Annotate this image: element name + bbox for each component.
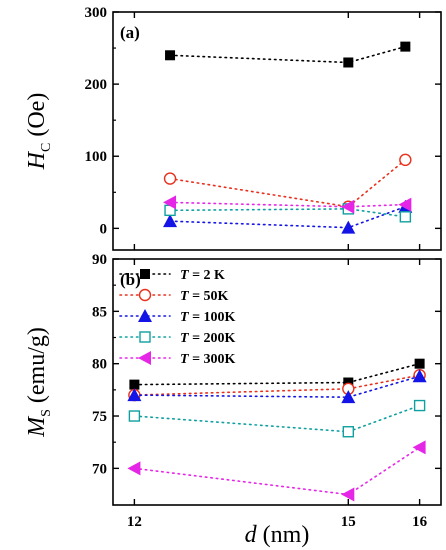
series-line [169, 45, 407, 64]
data-point [163, 195, 177, 210]
panel-label: (a) [120, 23, 140, 42]
data-point [341, 487, 355, 502]
legend-marker [138, 309, 152, 322]
data-point [343, 377, 354, 388]
panel-a: 0 100 200 300 (a) HC (Oe) [24, 5, 442, 251]
series-line [169, 208, 407, 218]
series-line [133, 362, 421, 386]
y-axis-label: MS (emu/g) [24, 327, 54, 438]
data-point [163, 172, 177, 185]
plot-frame [112, 11, 442, 251]
legend-marker [140, 269, 150, 279]
series-line [133, 404, 421, 433]
y-axis-label: HC (Oe) [24, 93, 54, 171]
legend-marker [138, 288, 152, 302]
series-line [169, 159, 407, 208]
legend-marker [139, 331, 151, 343]
data-point [399, 153, 412, 167]
y-tick-label: 70 [92, 461, 107, 477]
legend-entry: T = 100K [180, 310, 236, 325]
y-tick-label: 300 [85, 5, 108, 21]
plot-frame [112, 258, 442, 506]
legend-entry: T = 2 K [180, 268, 225, 283]
legend-entry: T = 200K [180, 331, 236, 346]
data-point [412, 440, 426, 455]
x-tick-label: 12 [127, 514, 142, 530]
data-point [341, 220, 356, 234]
data-point [128, 410, 141, 422]
y-tick-label: 90 [92, 252, 107, 268]
data-point [127, 388, 142, 402]
data-point [412, 369, 427, 383]
y-tick-label: 85 [92, 304, 107, 320]
series-line [133, 375, 421, 398]
panel-b: 70 75 80 85 90 12 15 16 (b) MS (emu/g) d (nm) T = 2… [24, 252, 442, 548]
series-line [133, 446, 421, 496]
x-tick-label: 15 [341, 514, 356, 530]
x-axis-label: d (nm) [245, 522, 310, 548]
data-point [129, 379, 140, 390]
data-point [341, 390, 356, 404]
y-tick-label: 75 [92, 409, 107, 425]
legend-entry: T = 50K [180, 289, 229, 304]
y-tick-label: 80 [92, 357, 107, 373]
legend-marker [138, 351, 151, 365]
data-point [398, 197, 412, 212]
legend-entry: T = 300K [180, 352, 236, 367]
data-point [165, 50, 176, 61]
series-line [169, 201, 407, 208]
series-line [169, 205, 407, 229]
data-point [127, 461, 141, 476]
series-line [133, 374, 421, 396]
data-point [342, 426, 355, 438]
data-point [400, 41, 411, 52]
y-tick-label: 200 [85, 77, 108, 93]
data-point [163, 214, 178, 228]
y-tick-label: 100 [85, 149, 108, 165]
data-point [399, 211, 412, 223]
panel-label: (b) [120, 270, 141, 289]
data-point [343, 57, 354, 68]
data-point [341, 199, 355, 214]
data-point [414, 358, 425, 369]
y-tick-label: 0 [100, 221, 108, 237]
data-point [413, 399, 426, 412]
x-tick-label: 16 [412, 514, 428, 530]
